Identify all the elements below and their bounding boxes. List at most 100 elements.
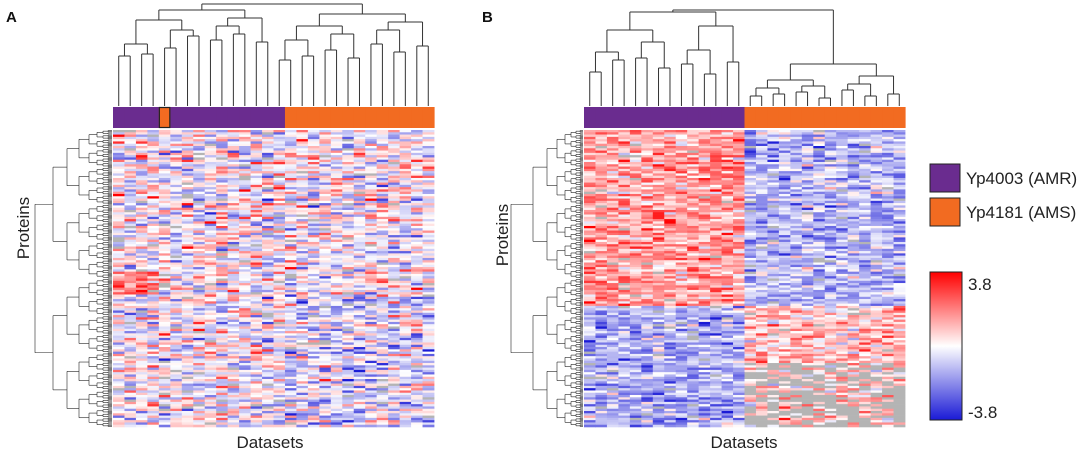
heatmap-cell — [204, 420, 217, 423]
heatmap-cell — [204, 404, 217, 407]
heatmap-cell — [319, 317, 332, 320]
heatmap-cell — [411, 399, 423, 403]
heatmap-cell — [135, 413, 148, 416]
heatmap-cell — [365, 390, 378, 394]
heatmap-cell — [124, 390, 137, 394]
heatmap-cell — [330, 340, 343, 343]
heatmap-cell — [204, 417, 217, 421]
heatmap-cell — [135, 257, 148, 261]
annotation-cell — [698, 107, 711, 128]
heatmap-cell — [227, 406, 240, 410]
heatmap-cell — [262, 257, 274, 261]
heatmap-cell — [193, 191, 206, 195]
annotation-cell — [181, 107, 194, 128]
heatmap-cell — [307, 392, 320, 396]
heatmap-cell — [296, 385, 309, 389]
heatmap-cell — [307, 269, 320, 272]
heatmap-cell — [181, 315, 194, 318]
heatmap-cell — [388, 369, 400, 373]
heatmap-cell — [365, 152, 378, 156]
heatmap-cell — [239, 388, 251, 391]
heatmap-cell — [227, 399, 240, 403]
heatmap-cell — [296, 262, 309, 266]
heatmap-cell — [376, 212, 389, 215]
heatmap-cell — [227, 189, 240, 192]
heatmap-cell — [135, 317, 148, 320]
heatmap-cell — [170, 248, 183, 252]
heatmap-cell — [158, 171, 171, 174]
annotation-cell — [342, 107, 355, 128]
heatmap-cell — [330, 237, 343, 240]
heatmap-cell — [181, 184, 194, 188]
heatmap-cell — [307, 150, 320, 154]
heatmap-cell — [399, 271, 412, 275]
heatmap-cell — [170, 411, 183, 414]
heatmap-cell — [124, 230, 137, 234]
heatmap-cell — [388, 239, 400, 243]
heatmap-cell — [147, 315, 160, 318]
heatmap-cell — [113, 367, 125, 371]
heatmap-cell — [204, 150, 217, 154]
annotation-cell — [893, 107, 906, 128]
heatmap-cell — [216, 232, 229, 236]
heatmap-cell — [342, 399, 355, 403]
heatmap-cell — [296, 344, 309, 348]
heatmap-cell — [411, 145, 423, 149]
heatmap-cell — [342, 203, 355, 206]
heatmap-cell — [193, 193, 206, 197]
heatmap-cell — [158, 241, 171, 245]
heatmap-cell — [124, 219, 137, 222]
heatmap-cell — [330, 406, 343, 410]
heatmap-cell — [296, 198, 309, 202]
heatmap-cell — [170, 351, 183, 355]
heatmap-cell — [193, 285, 206, 288]
heatmap-cell — [399, 315, 412, 318]
heatmap-cell — [296, 328, 309, 332]
heatmap-cell — [113, 406, 125, 410]
heatmap-cell — [353, 321, 366, 325]
heatmap-cell — [273, 347, 286, 350]
heatmap-cell — [216, 184, 229, 188]
heatmap-cell — [330, 280, 343, 284]
heatmap-cell — [296, 221, 309, 224]
heatmap-cell — [239, 173, 251, 176]
heatmap-cell — [342, 205, 355, 208]
heatmap-cell — [284, 335, 297, 339]
heatmap-cell — [227, 241, 240, 245]
heatmap-cell — [365, 184, 378, 188]
heatmap-cell — [216, 333, 229, 336]
heatmap-cell — [307, 296, 320, 300]
heatmap-cell — [365, 299, 378, 302]
heatmap-cell — [216, 342, 229, 346]
heatmap-cell — [216, 223, 229, 227]
heatmap-cell — [227, 175, 240, 179]
heatmap-cell — [250, 130, 263, 133]
heatmap-cell — [307, 372, 320, 375]
heatmap-cell — [124, 411, 137, 414]
heatmap-cell — [216, 248, 229, 252]
heatmap-cell — [307, 155, 320, 158]
heatmap-cell — [330, 365, 343, 368]
heatmap-cell — [193, 164, 206, 167]
heatmap-cell — [262, 212, 274, 215]
heatmap-cell — [170, 317, 183, 320]
heatmap-cell — [307, 184, 320, 188]
heatmap-cell — [319, 406, 332, 410]
heatmap-cell — [388, 166, 400, 170]
heatmap-cell — [376, 255, 389, 259]
heatmap-cell — [135, 301, 148, 304]
heatmap-cell — [124, 228, 137, 231]
heatmap-cell — [399, 415, 412, 419]
heatmap-cell — [124, 189, 137, 192]
heatmap-cell — [181, 267, 194, 270]
heatmap-cell — [124, 216, 137, 220]
heatmap-cell — [181, 365, 194, 368]
heatmap-cell — [399, 228, 412, 231]
heatmap-cell — [399, 159, 412, 163]
heatmap-cell — [422, 363, 435, 366]
heatmap-cell — [193, 248, 206, 252]
heatmap-cell — [273, 276, 286, 279]
heatmap-cell — [388, 324, 400, 327]
heatmap-cell — [376, 390, 389, 394]
heatmap-cell — [239, 331, 251, 334]
